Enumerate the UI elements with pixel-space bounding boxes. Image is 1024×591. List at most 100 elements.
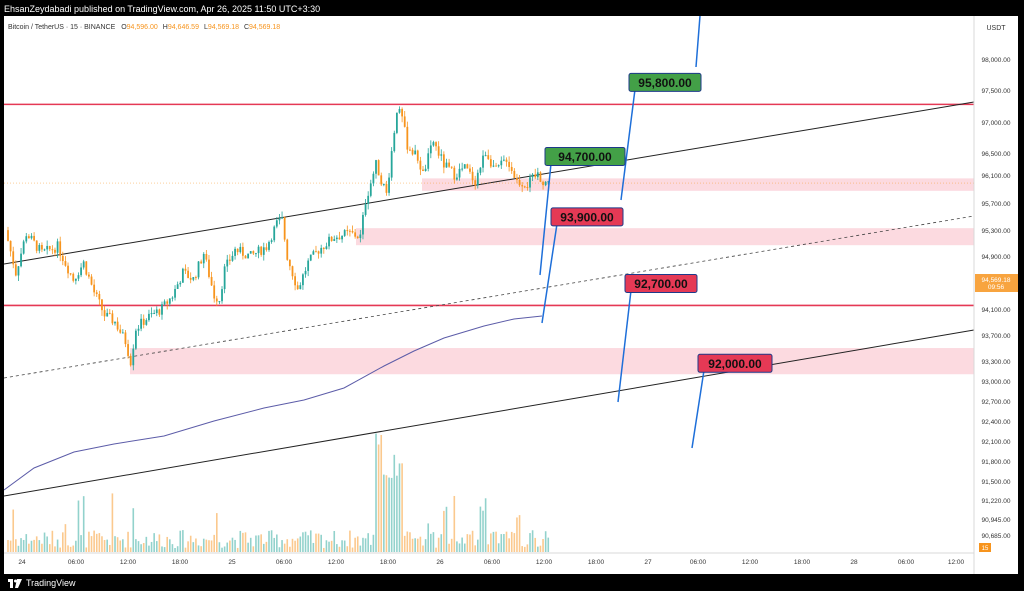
x-tick-label: 28 (850, 559, 858, 566)
volume-bar (161, 546, 163, 552)
x-tick-label: 25 (228, 559, 236, 566)
volume-bar (153, 533, 155, 552)
candle-body (487, 155, 490, 160)
y-tick-label: 92,700.00 (982, 399, 1011, 406)
volume-bar (286, 539, 289, 552)
volume-bar (142, 543, 145, 552)
candle-body (489, 159, 492, 167)
volume-bar (67, 545, 69, 552)
candle-body (380, 175, 383, 185)
candle-body (252, 251, 255, 254)
volume-bar (531, 530, 534, 552)
candle-body (510, 166, 513, 171)
volume-bar (302, 532, 304, 552)
volume-bar (90, 536, 93, 552)
candle-body (354, 232, 357, 237)
volume-bar (192, 542, 195, 552)
candle-body (262, 247, 265, 255)
volume-bar (458, 543, 461, 552)
volume-bar (229, 540, 231, 552)
volume-bar (351, 547, 354, 552)
price-chart[interactable]: 97,900.0095,800.0094,700.0093,900.0092,7… (4, 16, 1018, 574)
volume-bar (103, 540, 106, 552)
volume-bar (443, 510, 445, 552)
volume-bar (132, 508, 135, 552)
candle-body (142, 318, 145, 325)
candle-body (521, 185, 524, 187)
candle-body (377, 160, 380, 176)
interval-badge[interactable]: 15 (979, 543, 991, 552)
price-label-text: 95,800.00 (638, 76, 692, 90)
label-pointer (691, 370, 705, 449)
candle-body (260, 246, 263, 255)
tradingview-logo-icon (8, 578, 22, 588)
candle-body (359, 234, 362, 239)
volume-bar (463, 543, 466, 552)
volume-bar (242, 532, 244, 552)
volume-bar (513, 533, 516, 552)
volume-bar (390, 477, 393, 552)
label-pointer (617, 290, 632, 403)
label-pointer (620, 89, 636, 201)
volume-bar (48, 544, 51, 552)
candle-body (367, 195, 370, 204)
volume-bar (529, 533, 531, 552)
candle-body (124, 332, 127, 345)
volume-bar (30, 540, 33, 552)
candle-body (432, 142, 435, 146)
candle-body (61, 255, 64, 262)
volume-bar (38, 540, 41, 552)
volume-bar (62, 532, 64, 552)
volume-bar (244, 532, 247, 552)
volume-bar (396, 475, 398, 552)
candle-body (12, 251, 15, 265)
candle-body (80, 267, 82, 276)
volume-bar (411, 538, 414, 552)
volume-bar (114, 536, 116, 552)
symbol-legend[interactable]: Bitcoin / TetherUS · 15 · BINANCE O94,59… (8, 24, 280, 31)
candle-body (171, 297, 174, 299)
candle-body (516, 178, 518, 180)
candle-body (372, 173, 375, 184)
candle-body (461, 168, 464, 170)
volume-bar (492, 531, 495, 552)
volume-bar (276, 534, 278, 552)
candle-body (346, 230, 349, 232)
volume-bar (35, 536, 38, 552)
volume-bar (158, 534, 161, 552)
candle-body (14, 264, 17, 276)
candle-body (127, 344, 129, 356)
candle-body (184, 268, 187, 271)
volume-bar (231, 537, 234, 552)
candle-body (101, 299, 103, 311)
candle-body (239, 246, 242, 253)
candle-body (35, 240, 38, 251)
candle-body (403, 116, 406, 127)
volume-bar (265, 541, 268, 552)
lower-channel-line (4, 329, 975, 497)
volume-bar (354, 537, 356, 552)
chart-area[interactable]: 97,900.0095,800.0094,700.0093,900.0092,7… (4, 16, 1018, 574)
price-axis-bg[interactable] (974, 16, 1018, 574)
candle-body (244, 255, 247, 259)
candle-body (283, 217, 286, 240)
open-value: 94,596.00 (127, 24, 158, 31)
countdown-timer: 09:56 (988, 284, 1005, 291)
candle-body (466, 164, 469, 169)
volume-bar (474, 545, 476, 552)
candle-body (513, 170, 516, 179)
volume-bar (255, 535, 257, 552)
volume-bar (304, 531, 307, 552)
volume-bar (336, 544, 338, 552)
volume-bar (526, 544, 529, 552)
candle-body (7, 230, 9, 241)
candle-body (155, 309, 158, 314)
candle-body (192, 277, 195, 280)
tradingview-logo[interactable]: TradingView (8, 577, 76, 589)
candle-body (111, 313, 114, 324)
volume-bar (338, 546, 341, 552)
volume-bar (369, 544, 372, 552)
candle-body (484, 155, 487, 157)
candle-body (414, 150, 417, 155)
candle-body (309, 254, 312, 261)
